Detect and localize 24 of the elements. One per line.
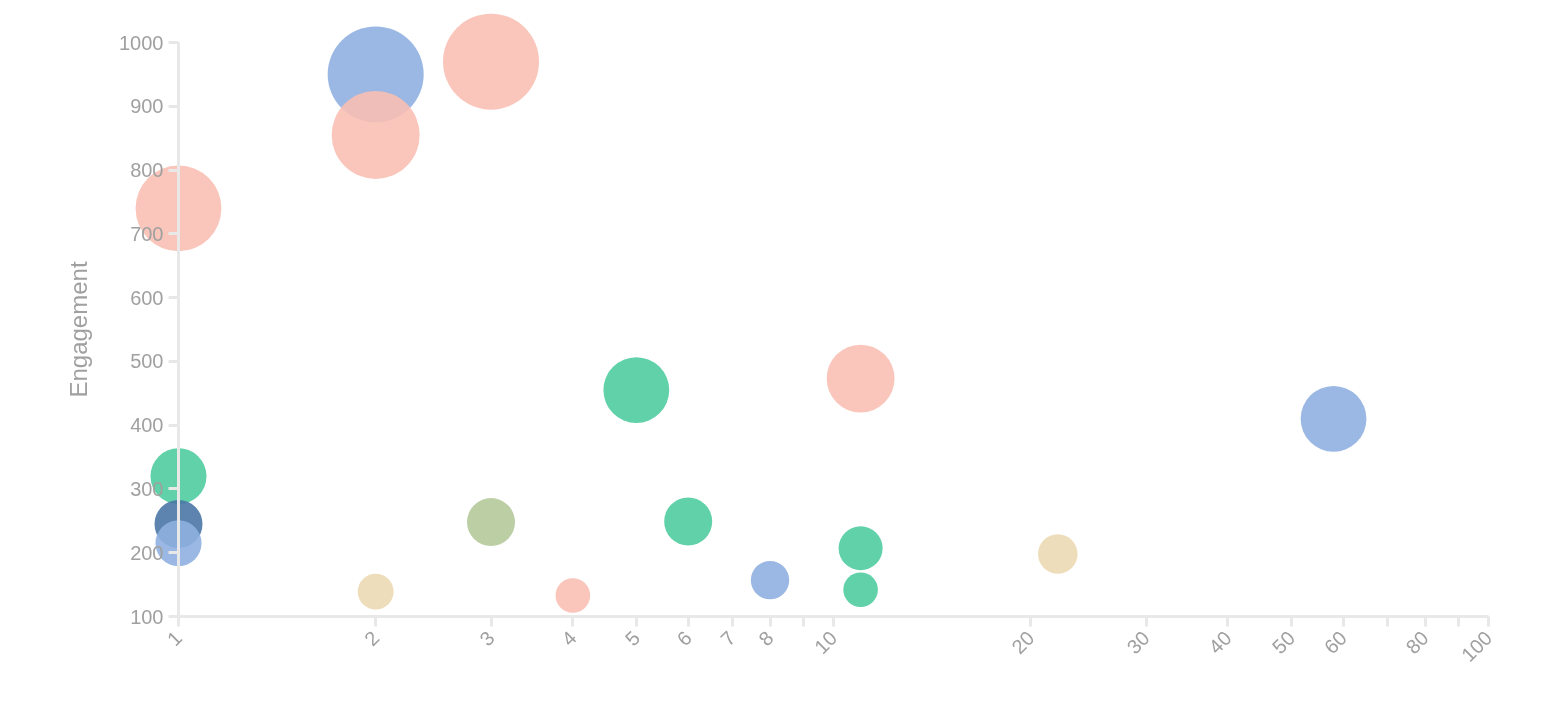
y-axis-title: Engagement: [65, 261, 93, 398]
x-tick-label: 30: [1122, 626, 1154, 659]
y-tick-label: 600: [130, 286, 164, 309]
x-tick-label: 8: [754, 626, 778, 651]
x-tick-label: 60: [1319, 626, 1351, 659]
y-tick-label: 900: [130, 95, 164, 118]
x-tick-label: 20: [1007, 626, 1039, 659]
x-tick-label: 1: [162, 626, 187, 651]
x-tick-label: 10: [809, 626, 842, 659]
x-tick-label: 50: [1267, 626, 1300, 659]
x-tick-label: 6: [672, 626, 696, 651]
x-tick-label: 100: [1457, 626, 1497, 666]
x-tick-label: 7: [716, 626, 740, 651]
x-tick-label: 2: [360, 626, 384, 651]
y-tick-label: 1000: [119, 31, 164, 54]
y-tick-label: 400: [130, 414, 164, 437]
x-tick-label: 5: [620, 626, 645, 651]
y-tick-label: 500: [130, 350, 164, 373]
x-tick-label: 3: [475, 626, 499, 651]
x-tick-label: 80: [1401, 626, 1433, 659]
y-tick-label: 100: [130, 605, 164, 628]
x-tick-label: 4: [557, 626, 581, 651]
y-tick-label: 800: [130, 159, 164, 182]
x-tick-label: 40: [1204, 626, 1236, 659]
